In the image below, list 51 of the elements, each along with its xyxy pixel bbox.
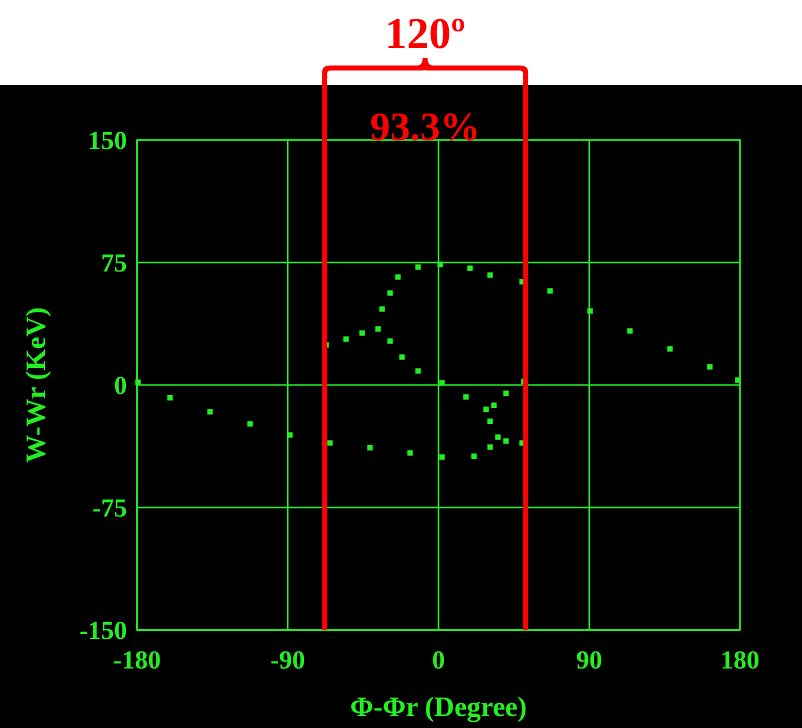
point [483, 406, 489, 412]
x-tick-label: 0 [432, 645, 445, 674]
x-tick-label: 180 [720, 645, 760, 674]
point [407, 450, 413, 456]
point [491, 402, 497, 408]
point [667, 346, 673, 352]
y-tick-label: 75 [101, 248, 127, 278]
point [471, 453, 477, 459]
point [707, 364, 713, 370]
x-tick-label: -180 [113, 645, 161, 674]
x-axis-title: Φ-Φr (Degree) [350, 692, 527, 723]
point [327, 440, 333, 446]
point [487, 272, 493, 278]
point [587, 308, 593, 314]
point [415, 264, 421, 270]
x-tick-label: 90 [576, 645, 602, 674]
y-tick-label: -75 [92, 494, 127, 523]
point [439, 454, 445, 460]
annotation: 93.3% [370, 104, 480, 149]
point [207, 409, 213, 415]
point [375, 326, 381, 332]
point [439, 380, 445, 386]
y-axis-title: W-Wr (KeV) [21, 307, 52, 463]
point [359, 330, 365, 336]
point [467, 265, 473, 271]
point [135, 379, 141, 385]
y-tick-label: -150 [79, 616, 127, 646]
point [437, 262, 443, 268]
point [503, 390, 509, 396]
point [343, 336, 349, 342]
point [399, 354, 405, 360]
point [487, 444, 493, 450]
point [247, 421, 253, 427]
y-tick-label: 150 [88, 126, 127, 156]
point [463, 394, 469, 400]
point [627, 328, 633, 334]
point [415, 368, 421, 374]
point [387, 290, 393, 296]
point [547, 288, 553, 294]
point [735, 377, 741, 383]
point [167, 395, 173, 400]
point [379, 306, 385, 312]
y-tick-label: 0 [114, 371, 127, 400]
point [495, 434, 501, 440]
point [487, 418, 493, 424]
point [503, 438, 509, 444]
point [395, 274, 401, 280]
x-tick-label: -90 [270, 645, 306, 674]
point [387, 338, 393, 344]
point [367, 444, 373, 450]
text: 120º [384, 9, 466, 58]
